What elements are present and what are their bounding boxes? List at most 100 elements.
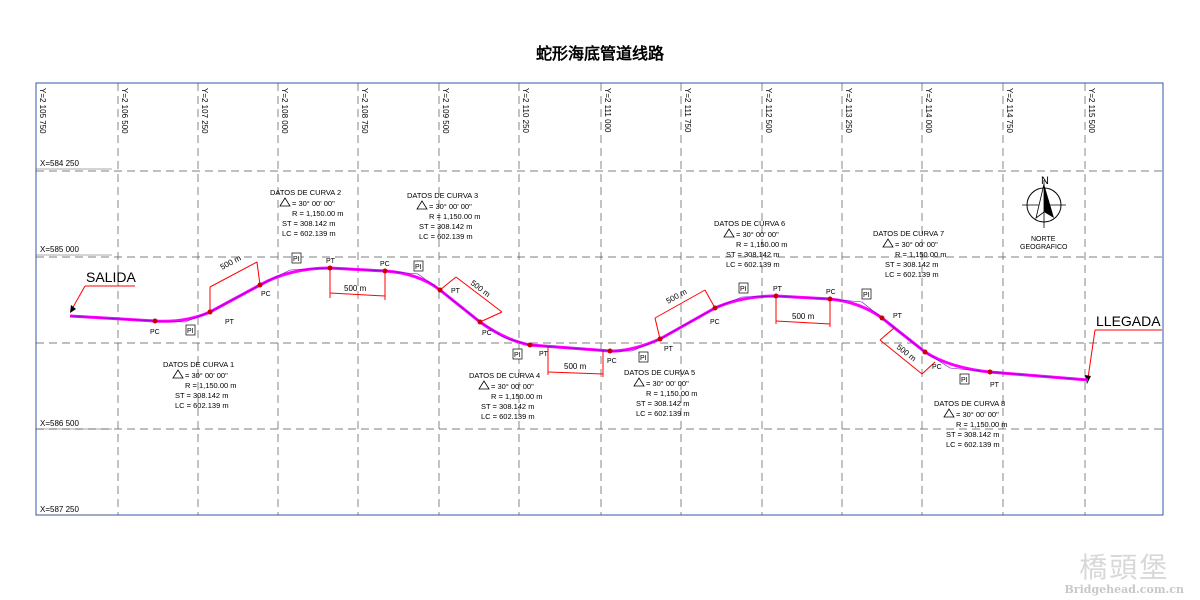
pi-box [861,288,872,300]
curve-r: R = 1,150.00 m [292,209,344,218]
curve-delta: = 30° 00' 00" [895,240,938,249]
curve-st: ST = 308.142 m [175,391,228,400]
grid-x-label: X=586 500 [40,419,79,428]
curve-r: R = 1,150.00 m [646,389,698,398]
pi-box [738,282,749,294]
curve-point-label: PT [664,346,674,353]
curve-point-label: PT [773,286,783,293]
curve-point-label: PC [826,289,836,296]
curve-title: DATOS DE CURVA 2 [270,188,341,197]
start-marker: SALIDA [70,269,136,313]
dimension-6: 500 m [775,296,831,327]
curve-lc: LC = 602.139 m [419,232,473,241]
curve-point-label: PT [225,319,235,326]
pi-label: PI [961,377,968,384]
curve-data-2: DATOS DE CURVA 2 = 30° 00' 00"R = 1,150.0… [270,188,344,238]
curve-data-8: DATOS DE CURVA 8 = 30° 00' 00"R = 1,150.0… [934,399,1008,449]
curve-delta: = 30° 00' 00" [292,199,335,208]
pi-label: PI [514,352,521,359]
delta-icon [943,408,955,418]
delta-icon [416,200,428,210]
end-marker: LLEGADA [1085,313,1162,384]
curve-st: ST = 308.142 m [636,399,689,408]
curve-data-blocks: DATOS DE CURVA 1= 30° 00' 00"R = 1,150.0… [163,188,1008,449]
grid-y-label: Y=2 111 750 [683,88,692,133]
curve-point-dot [987,369,993,375]
curve-r: R = 1,150.00 m [429,212,481,221]
dimension-6-label: 500 m [792,312,815,321]
grid-y-label: Y=2 107 250 [200,88,209,134]
curve-lc: LC = 602.139 m [282,229,336,238]
pi-label: PI [187,328,194,335]
grid-y-label: Y=2 114 000 [924,88,933,134]
grid-y-label: Y=2 112 500 [764,88,773,134]
curve-delta: = 30° 00' 00" [429,202,472,211]
curve-title: DATOS DE CURVA 1 [163,360,234,369]
curve-point-dot [879,315,885,321]
grid-x-label: X=584 250 [40,159,79,168]
grid-y-label: Y=2 105 750 [38,88,47,134]
curve-delta: = 30° 00' 00" [646,379,689,388]
curve-st: ST = 308.142 m [282,219,335,228]
curve-title: DATOS DE CURVA 8 [934,399,1005,408]
curve-title: DATOS DE CURVA 5 [624,368,695,377]
curve-point-dot [773,293,779,299]
pi-box [512,348,523,360]
curve-point-dot [827,296,833,302]
grid-y-label: Y=2 114 750 [1005,88,1014,134]
curve-lc: LC = 602.139 m [885,270,939,279]
delta-icon [279,197,291,207]
curve-data-1: DATOS DE CURVA 1 = 30° 00' 00"R = 1,150.0… [163,360,237,410]
pi-box [959,373,970,385]
curve-lc: LC = 602.139 m [175,401,229,410]
curve-lc: LC = 602.139 m [726,260,780,269]
grid-labels: Y=2 105 750 Y=2 106 500 Y=2 107 250 Y=2 108… [38,88,1096,514]
curve-delta: = 30° 00' 00" [736,230,779,239]
pipeline-route-thin [69,267,1089,381]
grid-lines [36,83,1163,516]
watermark-url: Bridgehead.com.cn [1064,583,1185,596]
curve-point-dot [527,342,533,348]
curve-st: ST = 308.142 m [726,250,779,259]
curve-point-dot [477,319,483,325]
north-label-1: NORTE [1031,236,1056,243]
curve-data-6: DATOS DE CURVA 6 = 30° 00' 00"R = 1,150.0… [714,219,788,269]
curve-delta: = 30° 00' 00" [956,410,999,419]
drawing-frame [35,82,1164,516]
curve-st: ST = 308.142 m [419,222,472,231]
curve-point-dot [437,287,443,293]
grid-y-label: Y=2 113 250 [844,88,853,134]
dimension-1-label: 500 m [219,253,243,272]
grid-y-label: Y=2 111 000 [603,88,612,133]
delta-icon [478,380,490,390]
curve-point-label: PT [539,351,549,358]
north-arrow: N NORTE GEOGRAFICO [1020,175,1068,251]
start-label: SALIDA [86,269,136,285]
curve-data-5: DATOS DE CURVA 5 = 30° 00' 00"R = 1,150.0… [624,368,698,418]
curve-point-dot [327,265,333,271]
grid-y-label: Y=2 110 250 [521,88,530,134]
curve-point-label: PT [326,258,336,265]
curve-lc: LC = 602.139 m [481,412,535,421]
curve-point-dot [922,349,928,355]
curve-point-label: PC [932,364,942,371]
curve-r: R = 1,150.00 m [491,392,543,401]
pi-label: PI [740,286,747,293]
north-letter: N [1041,175,1049,187]
pi-box [185,324,196,336]
delta-icon [723,228,735,238]
curve-title: DATOS DE CURVA 6 [714,219,785,228]
curve-point-label: PC [150,329,160,336]
curve-data-3: DATOS DE CURVA 3 = 30° 00' 00"R = 1,150.0… [407,191,481,241]
dimension-2: 500 m [329,268,386,300]
dimension-2-label: 500 m [344,284,367,293]
curve-point-label: PC [710,319,720,326]
curve-point-label: PC [380,261,390,268]
curve-data-7: DATOS DE CURVA 7 = 30° 00' 00"R = 1,150.0… [873,229,947,279]
curve-title: DATOS DE CURVA 4 [469,371,540,380]
pi-label: PI [293,256,300,263]
curve-r: R = 1,150.00 m [895,250,947,259]
curve-data-4: DATOS DE CURVA 4 = 30° 00' 00"R = 1,150.0… [469,371,543,421]
curve-r: R = 1,150.00 m [736,240,788,249]
